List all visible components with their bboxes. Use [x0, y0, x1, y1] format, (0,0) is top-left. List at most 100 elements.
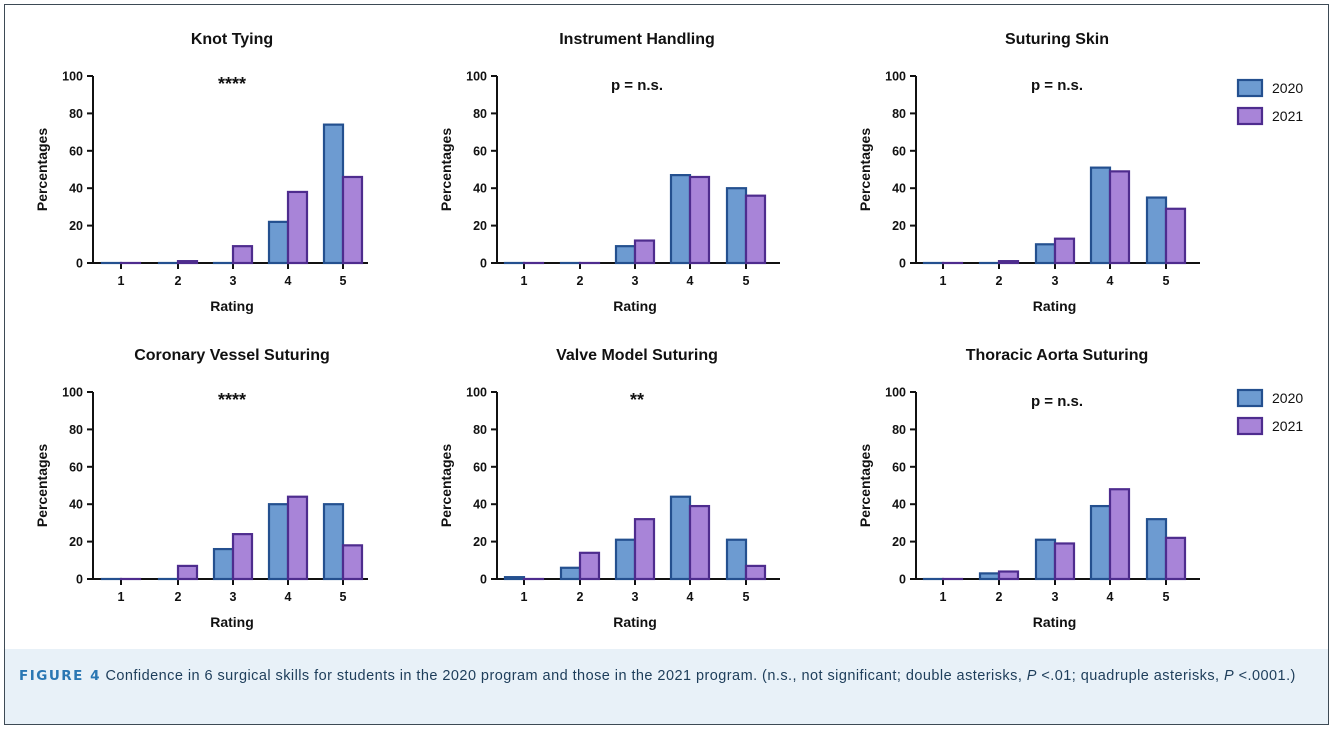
x-tick-label: 1	[521, 274, 528, 288]
bar-2020-rating-5	[322, 123, 345, 265]
x-tick-label: 4	[687, 590, 694, 604]
caption-text-1: Confidence in 6 surgical skills for stud…	[101, 668, 1027, 684]
bar-2020-rating-4	[669, 174, 692, 265]
bar-2021-rating-3	[231, 245, 254, 265]
bar-2021-rating-5	[1164, 207, 1187, 265]
x-axis-label: Rating	[210, 614, 254, 630]
bar-2020-rating-5	[725, 538, 748, 581]
y-tick-label: 60	[69, 144, 83, 158]
x-axis-label: Rating	[1033, 298, 1077, 314]
x-tick-label: 5	[743, 274, 750, 288]
y-tick-label: 0	[480, 257, 487, 271]
caption-box: FIGURE 4 Confidence in 6 surgical skills…	[5, 649, 1328, 724]
bar-2021-rating-5	[1164, 536, 1187, 581]
bar-2021-rating-3	[231, 533, 254, 581]
chart-title: Valve Model Suturing	[556, 347, 718, 364]
y-tick-label: 80	[892, 423, 906, 437]
bar-2020-rating-5	[322, 503, 345, 581]
bar-2020-rating-3	[1034, 243, 1057, 265]
bar-2021-rating-3	[633, 239, 656, 265]
y-tick-label: 20	[892, 535, 906, 549]
bar-2021-rating-2	[997, 570, 1020, 581]
x-tick-label: 2	[175, 590, 182, 604]
significance-annotation: ****	[218, 390, 246, 410]
y-axis-label: Percentages	[34, 128, 50, 211]
bar-2021-rating-5	[341, 544, 364, 581]
legend-label-2020: 2020	[1272, 80, 1303, 96]
chart-title: Suturing Skin	[1005, 31, 1109, 48]
bar-2020-rating-1	[503, 576, 526, 581]
y-tick-label: 40	[473, 182, 487, 196]
legend: 2020 2021	[1236, 388, 1303, 436]
bar-2021-rating-3	[1053, 237, 1076, 265]
legend-label-2021: 2021	[1272, 418, 1303, 434]
y-axis-label: Percentages	[857, 128, 873, 211]
bar-2020-rating-4	[669, 495, 692, 581]
caption-text-2: <.01; quadruple asterisks,	[1036, 668, 1225, 684]
y-tick-label: 0	[76, 257, 83, 271]
y-axis-label: Percentages	[438, 128, 454, 211]
caption-text-3: <.0001.)	[1234, 668, 1296, 684]
legend-label-2020: 2020	[1272, 390, 1303, 406]
significance-annotation: **	[630, 390, 644, 410]
chart-panel-6: Thoracic Aorta Suturing p = n.s. 0 20 40 60 80…	[857, 347, 1303, 630]
y-tick-label: 40	[892, 182, 906, 196]
y-tick-label: 60	[69, 460, 83, 474]
bar-2021-rating-4	[688, 504, 711, 581]
y-tick-label: 20	[892, 219, 906, 233]
bar-2020-rating-2	[978, 572, 1001, 581]
y-tick-label: 40	[473, 498, 487, 512]
x-tick-label: 3	[632, 274, 639, 288]
legend-label-2021: 2021	[1272, 108, 1303, 124]
chart-title: Knot Tying	[191, 31, 273, 48]
y-tick-label: 80	[473, 423, 487, 437]
y-tick-label: 20	[473, 535, 487, 549]
x-tick-label: 1	[940, 590, 947, 604]
y-tick-label: 0	[899, 573, 906, 587]
x-tick-label: 4	[1107, 590, 1114, 604]
x-tick-label: 3	[230, 274, 237, 288]
bar-2020-rating-3	[212, 547, 235, 581]
bar-2021-rating-5	[341, 175, 364, 265]
y-tick-label: 20	[473, 219, 487, 233]
bar-2021-rating-4	[286, 495, 309, 581]
bar-2021-rating-4	[286, 190, 309, 265]
x-tick-label: 4	[1107, 274, 1114, 288]
chart-title: Thoracic Aorta Suturing	[966, 347, 1149, 364]
bar-2021-rating-3	[633, 518, 656, 581]
y-tick-label: 20	[69, 219, 83, 233]
x-tick-label: 2	[996, 274, 1003, 288]
y-tick-label: 100	[466, 386, 487, 400]
x-tick-label: 1	[118, 274, 125, 288]
y-tick-label: 0	[480, 573, 487, 587]
y-tick-label: 40	[892, 498, 906, 512]
x-tick-label: 5	[1163, 590, 1170, 604]
x-tick-label: 5	[340, 274, 347, 288]
x-tick-label: 4	[285, 590, 292, 604]
y-axis-label: Percentages	[857, 444, 873, 527]
bar-2020-rating-5	[1145, 518, 1168, 581]
bar-2021-rating-3	[1053, 542, 1076, 581]
bar-2021-rating-4	[1108, 170, 1131, 265]
y-tick-label: 60	[473, 144, 487, 158]
chart-title: Coronary Vessel Suturing	[134, 347, 330, 364]
y-tick-label: 40	[69, 498, 83, 512]
bar-2020-rating-4	[267, 220, 290, 265]
bar-2020-rating-3	[1034, 538, 1057, 581]
y-tick-label: 0	[76, 573, 83, 587]
x-tick-label: 3	[632, 590, 639, 604]
bar-2020-rating-3	[614, 245, 637, 265]
legend-swatch-2021	[1236, 106, 1264, 126]
y-tick-label: 60	[892, 144, 906, 158]
x-axis-label: Rating	[210, 298, 254, 314]
y-tick-label: 80	[69, 107, 83, 121]
y-tick-label: 20	[69, 535, 83, 549]
chart-panel-5: Valve Model Suturing ** 0 20 40 60 80 100 Percen…	[438, 347, 780, 630]
x-tick-label: 2	[577, 590, 584, 604]
x-tick-label: 2	[577, 274, 584, 288]
legend-swatch-2021	[1236, 416, 1264, 436]
bar-2021-rating-2	[176, 564, 199, 581]
bar-2020-rating-5	[725, 187, 748, 265]
y-tick-label: 100	[885, 70, 906, 84]
